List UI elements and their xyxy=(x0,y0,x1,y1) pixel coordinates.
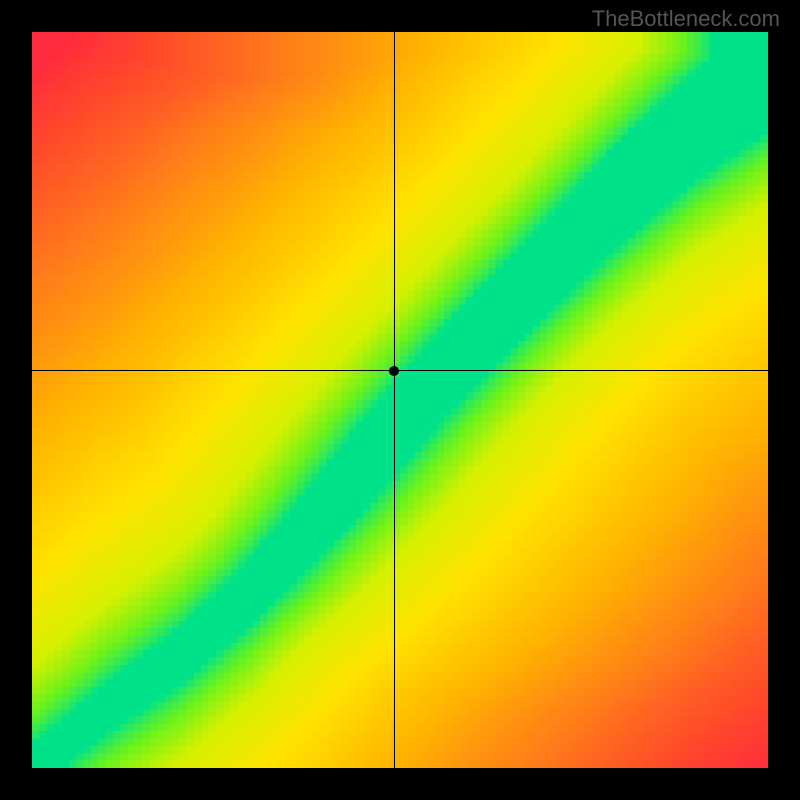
crosshair-horizontal xyxy=(32,370,768,371)
heatmap-canvas xyxy=(32,32,768,768)
crosshair-marker xyxy=(389,366,399,376)
crosshair-vertical xyxy=(394,32,395,768)
watermark: TheBottleneck.com xyxy=(592,6,780,32)
heatmap-chart xyxy=(32,32,768,768)
